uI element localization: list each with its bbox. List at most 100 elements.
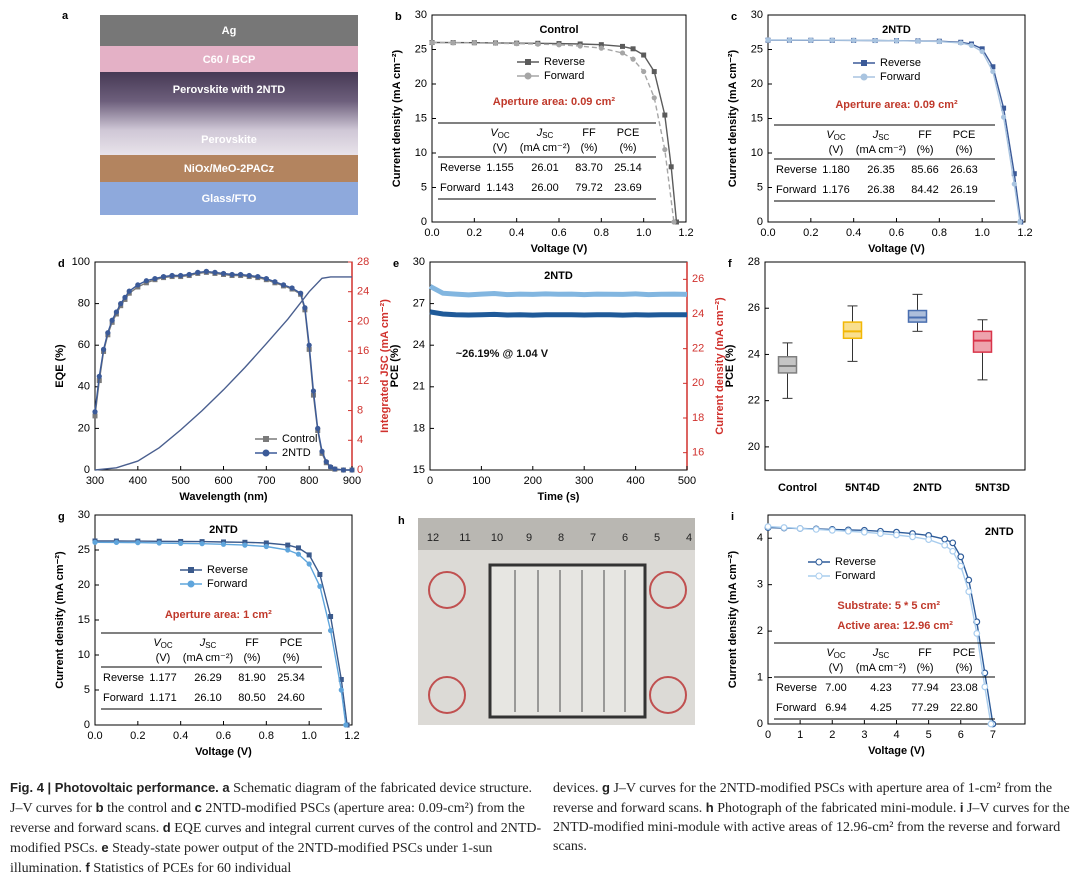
caption-bold: g: [601, 780, 610, 795]
panel-letter: c: [731, 11, 737, 23]
marker: [662, 112, 668, 118]
header-subscript: SC: [878, 651, 889, 660]
x-tick-label: 0: [765, 729, 771, 741]
y-tick-label: 10: [78, 649, 90, 661]
logo: [428, 571, 466, 609]
y-tick-label: 20: [751, 78, 763, 90]
table-cell: 26.00: [531, 182, 559, 194]
caption-text: the control and: [103, 801, 195, 816]
header-subscript: SC: [542, 131, 553, 140]
panel-letter: f: [728, 258, 732, 270]
table-cell: 77.94: [911, 682, 939, 694]
table-unit: (mA cm⁻²): [520, 142, 570, 154]
table-cell: 1.176: [822, 184, 850, 196]
marker: [285, 547, 291, 553]
y-tick-label: 10: [415, 147, 427, 159]
y2-axis-label: Current density (mA cm⁻²): [714, 297, 726, 435]
y-tick-label: 80: [78, 298, 90, 310]
marker: [949, 547, 957, 555]
marker: [255, 273, 261, 280]
table-cell: 77.29: [911, 702, 939, 714]
y-tick-label: 26: [748, 302, 760, 314]
marker: [630, 46, 636, 52]
y2-tick-label: 24: [692, 308, 704, 320]
x-tick-label: 0.2: [803, 227, 818, 239]
header-symbol: PCE: [280, 637, 303, 649]
header-symbol: FF: [918, 129, 932, 141]
marker: [979, 48, 985, 55]
marker: [598, 45, 604, 51]
y2-tick-label: 8: [357, 404, 363, 416]
header-symbol: PCE: [617, 127, 640, 139]
table-cell: Forward: [103, 692, 143, 704]
marker: [556, 42, 562, 48]
marker: [272, 279, 278, 285]
logo: [649, 676, 687, 714]
marker: [780, 524, 788, 531]
marker: [990, 68, 996, 75]
x-axis-label: Voltage (V): [531, 243, 588, 255]
marker: [328, 614, 334, 619]
header-symbol: FF: [918, 647, 932, 659]
x-tick-label: 1.2: [678, 227, 693, 239]
table-cell: 84.42: [911, 184, 939, 196]
caption-text: EQE curves and integral current curves o…: [10, 821, 542, 856]
table-unit: (%): [916, 662, 933, 674]
legend-label: Forward: [207, 578, 247, 590]
caption-text: 2NTD-modified PSCs (aperture area: 0.09-…: [10, 801, 525, 836]
ruler-number: 7: [590, 532, 596, 544]
marker: [306, 561, 312, 567]
data-line: [429, 309, 688, 318]
marker: [203, 268, 209, 274]
figure: a Ag C60 / BCP Perovskite with 2NTD Pero…: [54, 9, 1033, 758]
caption-text: J–V curves for the 2NTD-modified PSCs wi…: [553, 781, 1053, 816]
table-cell: Reverse: [776, 164, 817, 176]
data-line: [94, 541, 347, 726]
y-tick-label: 40: [78, 381, 90, 393]
marker: [620, 43, 625, 49]
table-header: VOC: [826, 647, 846, 660]
marker: [1001, 105, 1007, 111]
y-tick-label: 15: [751, 112, 763, 124]
y-tick-label: 25: [415, 43, 427, 55]
x-axis-label: Voltage (V): [868, 243, 925, 255]
x-tick-label: 0: [427, 475, 433, 487]
table-cell: 23.08: [950, 682, 978, 694]
annotation: Substrate: 5 * 5 cm²: [837, 600, 940, 612]
chart-title: 2NTD: [985, 526, 1014, 538]
marker: [122, 294, 128, 300]
table-cell: 25.14: [614, 162, 642, 174]
marker: [471, 40, 477, 46]
x-tick-label: 0.2: [467, 227, 482, 239]
marker: [514, 41, 520, 47]
table-header: VOC: [826, 129, 846, 142]
box: [777, 356, 798, 374]
marker: [212, 269, 218, 275]
table-unit: (%): [243, 652, 260, 664]
marker: [302, 305, 308, 311]
table-cell: Forward: [776, 702, 816, 714]
x-tick-label: 0.8: [259, 730, 274, 742]
chart-panel: b 0 5 10 15 20 25 30 0.0 0.2 0.4 0.6 0.8 1.0 1.2 Voltag…: [391, 9, 694, 255]
marker: [143, 278, 149, 284]
marker: [765, 37, 771, 43]
chart-panel: i 0 1 2 3 4 0 1 2 3 4 5 6 7 Voltage (V) Current density…: [727, 511, 1026, 757]
y-tick-label: 5: [84, 684, 90, 696]
x-tick-label: 0.0: [87, 730, 102, 742]
legend-label: Reverse: [544, 56, 585, 68]
table-header: FF: [582, 127, 596, 139]
caption-bold: d: [162, 820, 171, 835]
ruler-number: 9: [526, 532, 532, 544]
panel-letter: d: [58, 258, 65, 270]
table-cell: 1.155: [486, 162, 514, 174]
marker: [965, 576, 973, 584]
header-subscript: SC: [878, 133, 889, 142]
ruler-number: 10: [491, 532, 503, 544]
marker: [263, 543, 269, 550]
marker: [990, 64, 996, 70]
layer-label: Perovskite with 2NTD: [173, 84, 286, 96]
x-tick-label: 600: [214, 475, 232, 487]
ruler-number: 8: [558, 532, 564, 544]
panel-letter: a: [62, 10, 69, 22]
